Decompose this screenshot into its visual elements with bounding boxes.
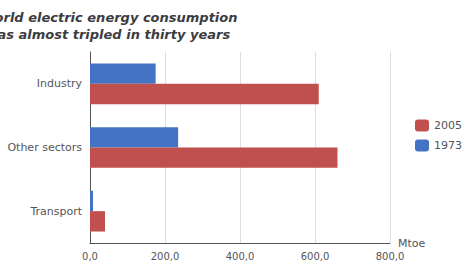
svg-text:2005: 2005 (434, 119, 462, 132)
svg-text:1973: 1973 (434, 139, 462, 152)
svg-text:has almost tripled in thirty y: has almost tripled in thirty years (0, 27, 230, 42)
svg-text:800,0: 800,0 (376, 251, 405, 262)
svg-text:600,0: 600,0 (301, 251, 330, 262)
svg-text:400,0: 400,0 (226, 251, 255, 262)
svg-text:200,0: 200,0 (151, 251, 180, 262)
svg-text:Other sectors: Other sectors (7, 141, 82, 154)
svg-text:Mtoe: Mtoe (398, 237, 426, 250)
svg-text:0,0: 0,0 (82, 251, 98, 262)
svg-text:Transport: Transport (29, 205, 82, 218)
svg-text:Industry: Industry (37, 77, 83, 90)
svg-text:World electric energy consumpt: World electric energy consumption (0, 10, 238, 25)
